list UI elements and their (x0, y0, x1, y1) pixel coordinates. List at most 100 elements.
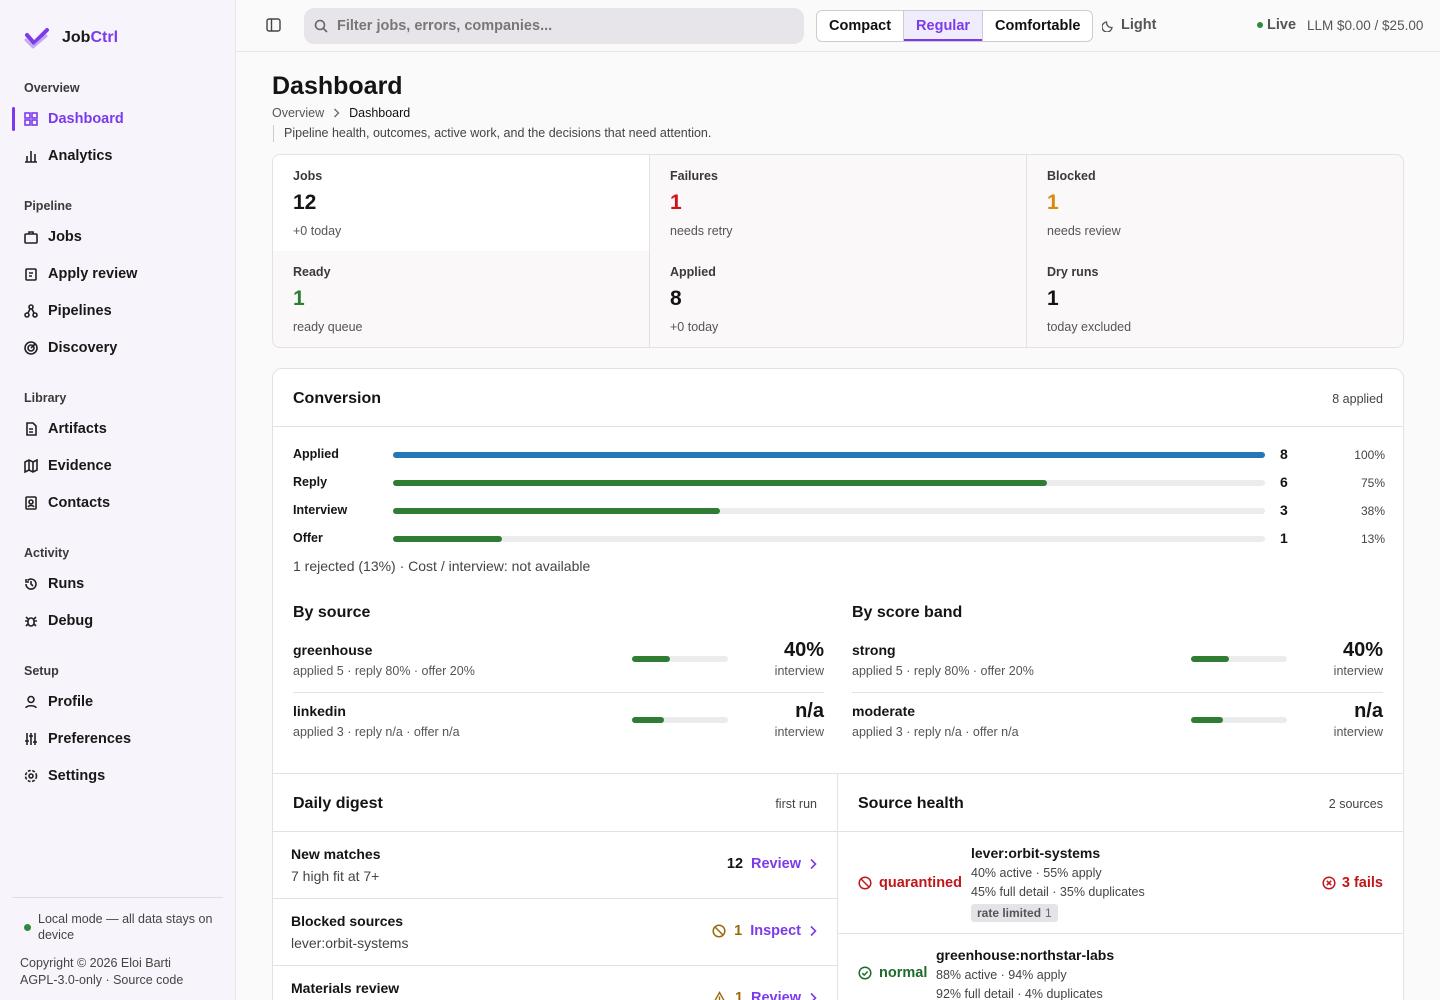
source-row-linkedin[interactable]: linkedin applied 3 · reply n/a · offer n… (293, 693, 824, 754)
review-link[interactable]: Review (751, 856, 801, 872)
sidebar-item-label: Pipelines (48, 303, 112, 319)
funnel-count: 1 (1280, 530, 1288, 546)
card-title: Source health (858, 795, 964, 812)
bar-chart-icon (25, 151, 37, 163)
tag-count: 1 (1045, 906, 1052, 920)
local-mode-note: Local mode — all data stays on device (38, 912, 213, 942)
funnel-fill (393, 452, 1265, 458)
health-row-northstar-labs[interactable]: normal greenhouse:northstar-labs 88% act… (838, 933, 1403, 1000)
status-quarantined: quarantined (858, 875, 962, 891)
card-meta: first run (775, 797, 817, 811)
history-icon (25, 578, 37, 590)
sidebar-item-label: Settings (48, 768, 106, 784)
live-label: Live (1267, 17, 1297, 33)
card-meta: 2 sources (1328, 797, 1383, 811)
sidebar-item-analytics[interactable]: Analytics (12, 142, 224, 170)
nav-group-pipeline: Pipeline (24, 199, 72, 213)
density-compact[interactable]: Compact (817, 11, 905, 41)
theme-toggle[interactable]: Light (1102, 17, 1156, 33)
digest-count: 1 (734, 990, 744, 1000)
source-row-greenhouse[interactable]: greenhouse applied 5 · reply 80% · offer… (293, 632, 824, 693)
gear-icon (24, 769, 38, 783)
sidebar-item-runs[interactable]: Runs (12, 570, 224, 598)
app-logo[interactable]: JobCtrl (24, 26, 118, 50)
sidebar-item-preferences[interactable]: Preferences (12, 725, 224, 753)
status-label: quarantined (879, 875, 962, 891)
stat-blocked[interactable]: Blocked 1 needs review (1027, 155, 1403, 251)
workflow-icon (24, 304, 38, 318)
funnel-fill (393, 508, 720, 514)
row-track (632, 656, 728, 662)
sidebar: JobCtrl Overview Dashboard Analytics Pip… (0, 0, 236, 1000)
sidebar-toggle-icon[interactable] (266, 18, 281, 32)
sidebar-item-debug[interactable]: Debug (12, 607, 224, 635)
density-regular[interactable]: Regular (904, 11, 984, 41)
sidebar-item-apply-review[interactable]: Apply review (12, 260, 224, 288)
stat-label: Applied (670, 265, 716, 279)
digest-title: Materials review (291, 980, 400, 996)
local-mode-dot (24, 924, 31, 931)
sidebar-item-dashboard[interactable]: Dashboard (12, 105, 224, 133)
source-metrics: 92% full detail · 4% duplicates (936, 987, 1103, 1000)
source-health-card: Source health 2 sources quarantined leve… (837, 773, 1404, 1000)
sidebar-item-discovery[interactable]: Discovery (12, 334, 224, 362)
funnel-pct: 38% (1360, 504, 1385, 518)
search-input[interactable] (337, 18, 777, 34)
stat-sub: +0 today (670, 320, 719, 334)
stats-divider (1026, 155, 1027, 347)
funnel-track (393, 536, 1265, 542)
breadcrumb-overview[interactable]: Overview (272, 106, 325, 120)
funnel-row-offer: Offer 1 13% (293, 529, 1385, 549)
source-metrics: 45% full detail · 35% duplicates (971, 885, 1145, 899)
sidebar-item-profile[interactable]: Profile (12, 688, 224, 716)
stat-ready[interactable]: Ready 1 ready queue (273, 251, 649, 347)
funnel-track (393, 452, 1265, 458)
sidebar-item-contacts[interactable]: Contacts (12, 489, 224, 517)
chevron-right-icon[interactable] (809, 992, 817, 1000)
funnel-count: 6 (1280, 474, 1288, 490)
health-row-orbit-systems[interactable]: quarantined lever:orbit-systems 40% acti… (838, 831, 1403, 933)
row-fill (632, 717, 664, 723)
score-row-strong[interactable]: strong applied 5 · reply 80% · offer 20%… (852, 632, 1383, 693)
funnel-track (393, 480, 1265, 486)
row-value: 40% (1342, 639, 1383, 661)
review-link[interactable]: Review (751, 990, 801, 1000)
source-metrics: 40% active · 55% apply (971, 866, 1102, 880)
sidebar-item-artifacts[interactable]: Artifacts (12, 415, 224, 443)
source-name: greenhouse:northstar-labs (936, 947, 1115, 963)
sidebar-item-jobs[interactable]: Jobs (12, 223, 224, 251)
stat-applied[interactable]: Applied 8 +0 today (650, 251, 1026, 347)
stat-dry-runs[interactable]: Dry runs 1 today excluded (1027, 251, 1403, 347)
digest-action: 1 Review (712, 990, 817, 1000)
digest-count: 1 (734, 923, 743, 939)
density-comfortable[interactable]: Comfortable (995, 18, 1081, 34)
stat-jobs[interactable]: Jobs 12 +0 today (273, 155, 649, 251)
sidebar-item-settings[interactable]: Settings (12, 762, 224, 790)
chevron-right-icon[interactable] (809, 925, 817, 937)
stat-label: Failures (670, 169, 718, 183)
sidebar-item-label: Runs (48, 576, 85, 592)
sidebar-item-label: Contacts (48, 495, 111, 511)
density-toggle: Compact Regular Comfortable (816, 10, 1094, 42)
search-bar[interactable] (304, 8, 804, 44)
sidebar-item-label: Artifacts (48, 421, 107, 437)
grid-icon (24, 112, 38, 126)
logo-icon (24, 28, 49, 49)
stat-failures[interactable]: Failures 1 needs retry (650, 155, 1026, 251)
bug-icon (25, 616, 37, 627)
row-detail: applied 3 · reply n/a · offer n/a (852, 725, 1019, 739)
sidebar-item-evidence[interactable]: Evidence (12, 452, 224, 480)
funnel-pct: 100% (1354, 448, 1385, 462)
license-link[interactable]: AGPL-3.0-only · Source code (20, 973, 184, 987)
chevron-right-icon[interactable] (809, 858, 817, 870)
sidebar-item-pipelines[interactable]: Pipelines (12, 297, 224, 325)
funnel-row-reply: Reply 6 75% (293, 473, 1385, 493)
source-metrics: 88% active · 94% apply (936, 968, 1067, 982)
funnel-pct: 13% (1360, 532, 1385, 546)
funnel-row-interview: Interview 3 38% (293, 501, 1385, 521)
inspect-link[interactable]: Inspect (750, 923, 801, 939)
sliders-icon (25, 733, 37, 745)
score-row-moderate[interactable]: moderate applied 3 · reply n/a · offer n… (852, 693, 1383, 754)
row-fill (1191, 656, 1230, 662)
digest-action: 12 Review (727, 856, 817, 872)
